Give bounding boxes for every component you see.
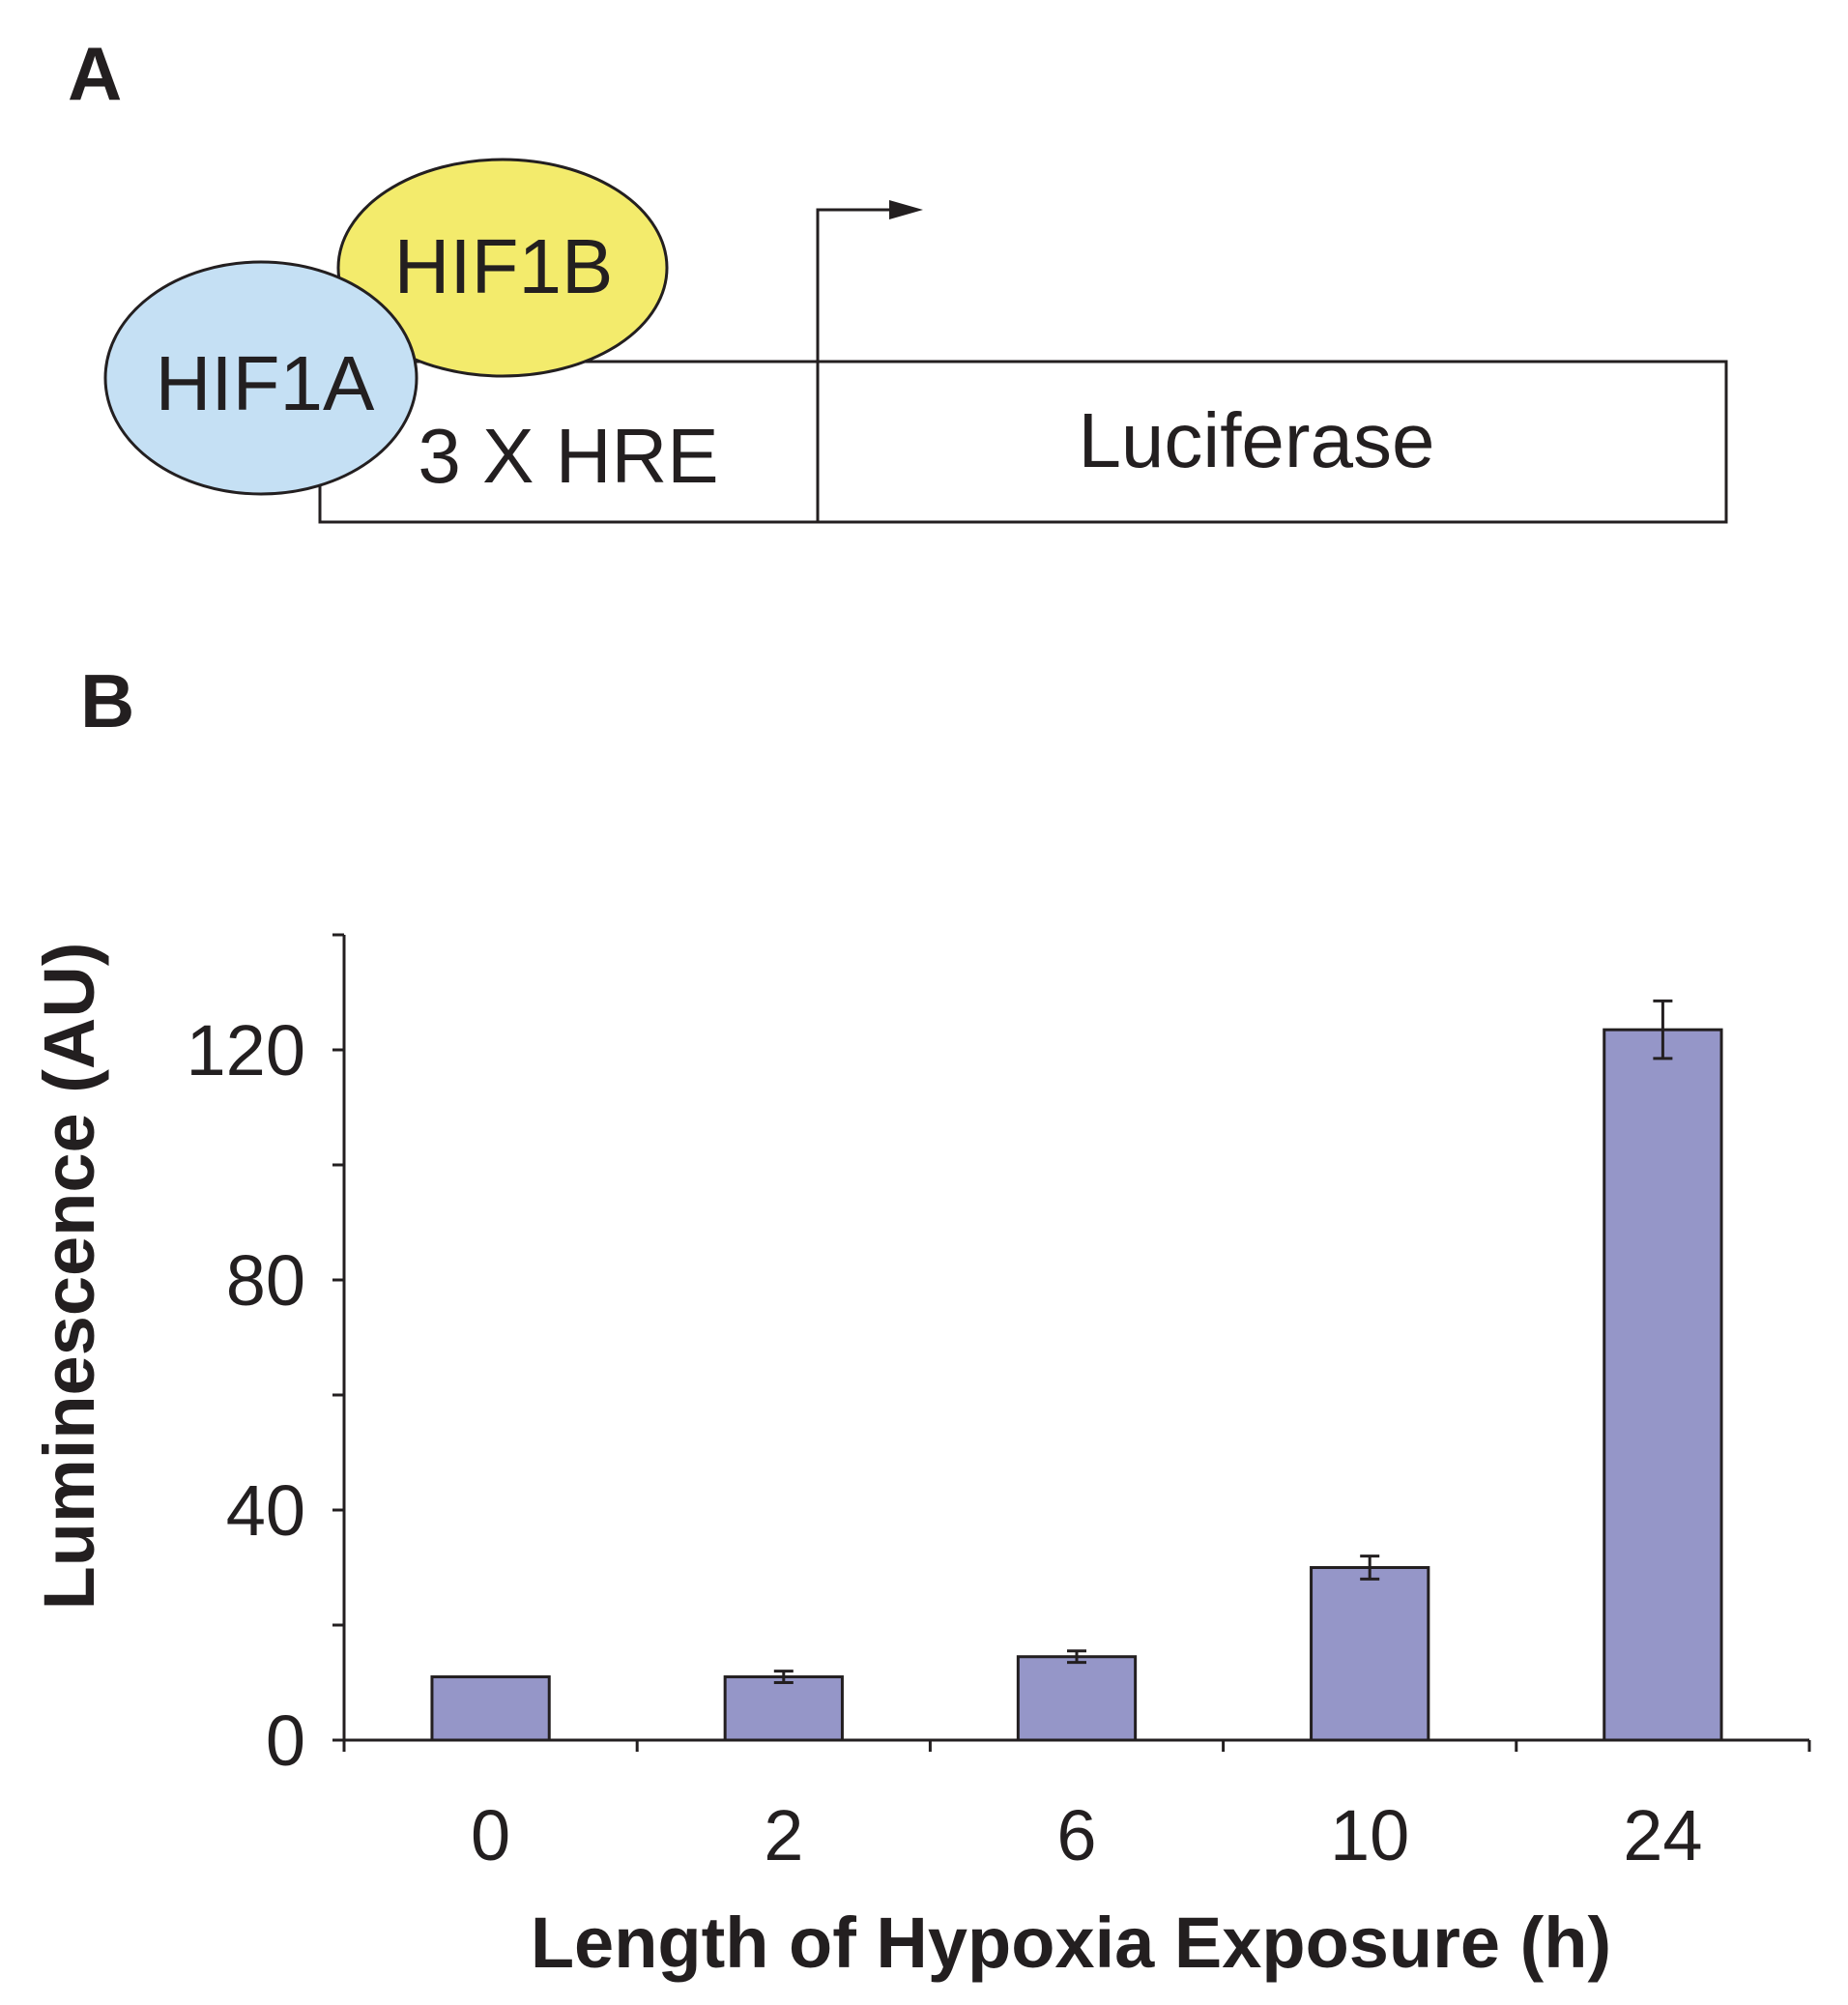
hif1a-label: HIF1A xyxy=(156,340,375,426)
x-tick-label-2: 2 xyxy=(764,1795,803,1875)
bar-2 xyxy=(723,1675,844,1742)
bar-6 xyxy=(1016,1655,1138,1742)
construct-box xyxy=(318,360,1728,524)
bar-24 xyxy=(1603,1028,1723,1742)
hif1b-ellipse xyxy=(336,158,669,378)
y-axis-title: Luminescence (AU) xyxy=(29,943,109,1611)
y-tick-label-80: 80 xyxy=(226,1240,305,1321)
y-tick-label-120: 120 xyxy=(187,1010,305,1090)
error-bar-24 xyxy=(1653,999,1673,1061)
luciferase-label: Luciferase xyxy=(1078,397,1434,483)
panel-b-label: B xyxy=(80,658,134,743)
x-tick-label-24: 24 xyxy=(1623,1795,1702,1875)
x-tick-label-6: 6 xyxy=(1056,1795,1096,1875)
error-bar-2 xyxy=(773,1670,794,1684)
transcription-arrow xyxy=(816,208,894,362)
error-bar-6 xyxy=(1067,1649,1086,1665)
y-tick-label-40: 40 xyxy=(226,1470,305,1551)
error-bar-10 xyxy=(1360,1555,1380,1581)
hif1a-ellipse xyxy=(103,260,419,496)
bar-chart: Length of Hypoxia Exposure (h) 0 40 80 120 0… xyxy=(29,933,1811,1983)
construct-diagram: 3 X HRE Luciferase HIF1B HIF1A xyxy=(103,158,1728,524)
y-tick-label-0: 0 xyxy=(266,1700,305,1781)
bar-10 xyxy=(1310,1566,1430,1742)
promoter-label: 3 X HRE xyxy=(418,413,718,499)
x-tick-label-10: 10 xyxy=(1330,1795,1409,1875)
panel-a-label: A xyxy=(68,31,122,116)
x-axis-title: Length of Hypoxia Exposure (h) xyxy=(531,1903,1611,1983)
x-tick-label-0: 0 xyxy=(471,1795,510,1875)
hif1b-label: HIF1B xyxy=(394,223,614,309)
bar-0 xyxy=(430,1675,551,1742)
transcription-arrowhead xyxy=(889,200,923,219)
